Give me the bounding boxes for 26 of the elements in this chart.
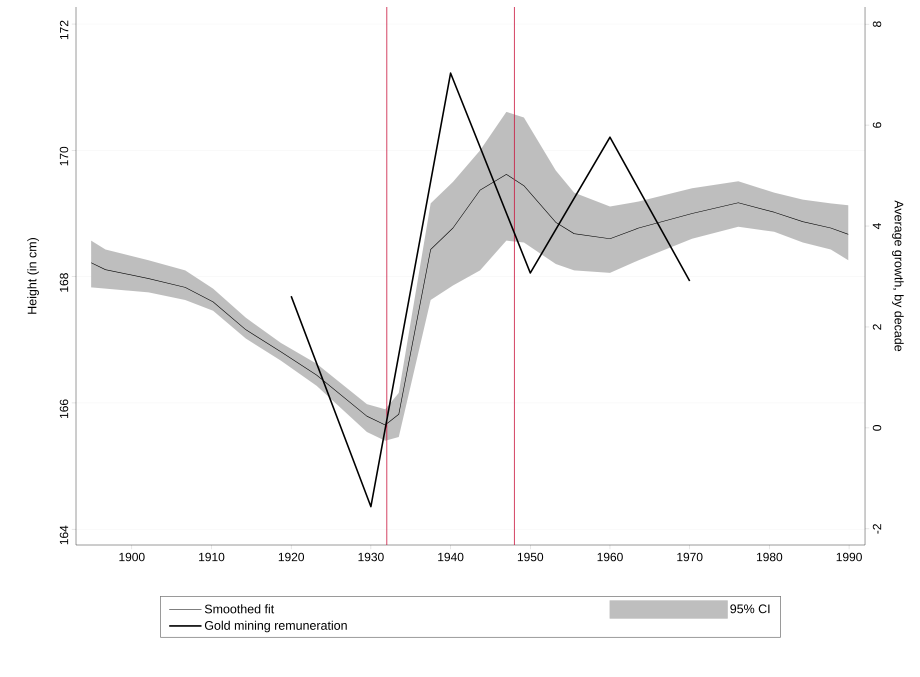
- y-tick-label: 172: [60, 20, 68, 40]
- y2-tick-label: 2: [872, 324, 882, 330]
- x-tick-label: 1900: [119, 552, 145, 562]
- y2-tick-label: -2: [872, 524, 882, 534]
- text: 95% CI: [730, 604, 770, 614]
- y2-tick-label: 8: [872, 21, 882, 27]
- x-tick-label: 1990: [836, 552, 862, 562]
- y-tick-label: 166: [60, 399, 68, 418]
- y-axis-title: Height (in cm): [27, 238, 39, 314]
- x-tick-label: 1910: [199, 552, 224, 562]
- y-tick-label: 170: [60, 146, 68, 166]
- y2-tick-label: 4: [872, 223, 882, 230]
- x-tick-label: 1950: [518, 552, 544, 562]
- x-tick-label: 1940: [438, 552, 464, 562]
- x-tick-label: 1980: [756, 552, 782, 562]
- legend-label: Gold mining remuneration: [204, 620, 347, 632]
- y2-tick-label: 0: [872, 425, 882, 431]
- x-tick-label: 1930: [358, 552, 384, 562]
- y-tick-label: 164: [60, 526, 68, 544]
- x-tick-label: 1970: [677, 552, 703, 562]
- x-tick-label: 1920: [278, 552, 304, 562]
- legend-label: Smoothed fit: [204, 604, 274, 614]
- y2-axis-title: Average growth, by decade: [892, 200, 904, 352]
- x-tick-label: 1960: [598, 552, 623, 562]
- y2-tick-label: 6: [872, 122, 882, 128]
- y-tick-label: 168: [60, 273, 68, 292]
